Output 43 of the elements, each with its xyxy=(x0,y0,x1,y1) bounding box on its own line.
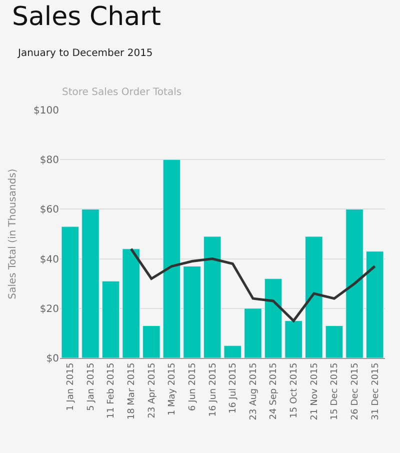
y-tick-label: $40 xyxy=(40,254,59,266)
bar xyxy=(325,326,344,358)
chart-subtitle: January to December 2015 xyxy=(17,48,153,59)
bar xyxy=(162,159,181,358)
x-tick-label: 23 Aug 2015 xyxy=(248,362,259,420)
bar xyxy=(244,308,262,358)
bar xyxy=(305,236,323,358)
y-tick-label: $80 xyxy=(40,155,59,166)
bar xyxy=(203,236,222,358)
x-tick-label: 18 Mar 2015 xyxy=(127,362,138,420)
x-tick-label: 11 Feb 2015 xyxy=(106,362,117,419)
y-tick-label: $100 xyxy=(34,106,59,116)
bar xyxy=(142,326,160,358)
x-tick-label: 23 Apr 2015 xyxy=(147,362,158,418)
bar xyxy=(102,280,120,358)
x-tick-label: 1 May 2015 xyxy=(168,362,178,416)
x-tick-label: 15 Dec 2015 xyxy=(330,362,340,420)
x-tick-label: 6 Jun 2015 xyxy=(188,362,198,412)
bar xyxy=(224,345,242,358)
bar xyxy=(264,278,282,358)
x-tick-label: 16 Jul 2015 xyxy=(228,362,239,414)
x-tick-label: 21 Nov 2015 xyxy=(310,362,320,420)
y-axis-title: Sales Total (in Thousands) xyxy=(8,168,19,300)
y-tick-label: $0 xyxy=(46,354,59,364)
text: Store Sales Order Totals xyxy=(62,87,182,98)
x-tick-label: 16 Jun 2015 xyxy=(208,362,218,417)
bar xyxy=(122,248,140,358)
bar xyxy=(346,208,364,358)
x-tick-label: 24 Sep 2015 xyxy=(269,362,280,420)
chart-title: Sales Chart xyxy=(12,2,161,32)
x-tick-label: 31 Dec 2015 xyxy=(370,362,381,420)
x-tick-label: 15 Oct 2015 xyxy=(290,362,300,418)
x-tick-label: 1 Jan 2015 xyxy=(66,362,76,411)
bar xyxy=(183,266,201,358)
bar xyxy=(82,208,100,358)
y-tick-label: $60 xyxy=(40,204,59,216)
bar xyxy=(366,251,384,358)
y-tick-label: $20 xyxy=(40,304,59,315)
x-tick-label: 26 Dec 2015 xyxy=(350,362,360,420)
line-series xyxy=(130,248,376,322)
bar xyxy=(61,226,80,358)
x-tick-label: 5 Jan 2015 xyxy=(86,362,96,411)
bar xyxy=(284,320,302,358)
